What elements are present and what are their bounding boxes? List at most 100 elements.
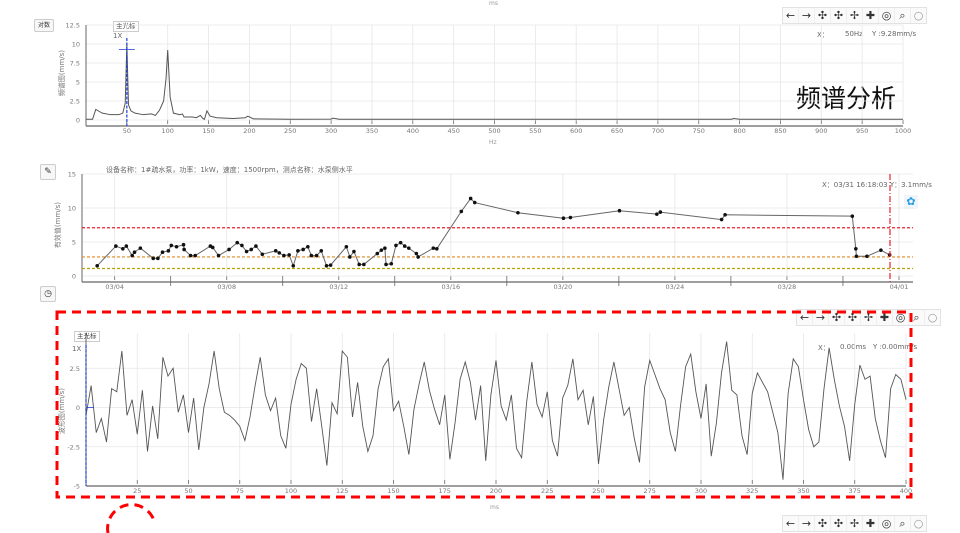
pan-all-button[interactable]: ✢: [861, 310, 877, 325]
trend-point: [260, 252, 265, 257]
x-tick-label: 300: [325, 127, 337, 135]
arrow-left-button[interactable]: ←: [783, 8, 799, 23]
spectrum-toolbar: ← → ✣ ✣ ✢ ✚ ◎ ⌕ ○: [782, 7, 927, 24]
x-tick-label: 03/16: [441, 283, 460, 291]
trend-point: [459, 209, 464, 214]
x-tick-label: 350: [797, 487, 809, 495]
arrow-right-icon: →: [801, 517, 812, 530]
trend-point: [287, 253, 291, 257]
x-tick-label: 125: [336, 487, 348, 495]
x-tick-label: 03/20: [553, 283, 572, 291]
trend-point: [414, 251, 419, 256]
history-button[interactable]: ◷: [40, 286, 56, 302]
zoom-select-button[interactable]: ⌕: [909, 310, 925, 325]
y-tick-label: -2.5: [67, 443, 80, 451]
edit-button[interactable]: ✎: [40, 164, 56, 180]
reset-button[interactable]: ◎: [879, 8, 895, 23]
trend-point: [309, 253, 314, 258]
arrow-left-button[interactable]: ←: [783, 516, 799, 531]
pan-vertical-button[interactable]: ✣: [815, 516, 831, 531]
arrow-right-button[interactable]: →: [799, 8, 815, 23]
trend-point: [160, 250, 165, 254]
spectrum-line: [86, 43, 903, 120]
x-tick-label: 375: [849, 487, 861, 495]
gear-icon: ✿: [906, 195, 916, 208]
x-tick-label: 700: [652, 127, 664, 135]
trend-point: [568, 215, 573, 220]
y-tick-label: 12.5: [66, 22, 80, 30]
trend-point: [472, 200, 477, 205]
trend-point: [306, 244, 310, 249]
x-tick-label: 850: [774, 127, 786, 135]
trend-point: [216, 253, 221, 258]
spectrum-cursor-marker: 1X: [113, 32, 123, 40]
pan-all-button[interactable]: ✢: [847, 8, 863, 23]
trend-point: [114, 244, 118, 248]
move-button[interactable]: ✚: [877, 310, 893, 325]
y-tick-label: 0: [76, 117, 80, 125]
x-tick-label: 950: [856, 127, 868, 135]
log-scale-button[interactable]: 对数: [34, 19, 54, 32]
trend-point: [254, 244, 258, 248]
trend-point: [277, 251, 282, 255]
arrow-right-button[interactable]: →: [799, 516, 815, 531]
trend-point: [617, 208, 622, 213]
x-tick-label: 900: [815, 127, 827, 135]
trend-settings-button[interactable]: ✿: [904, 195, 918, 209]
x-tick-label: 450: [447, 127, 459, 135]
zoom-select-button[interactable]: ⌕: [895, 516, 911, 531]
pan-vertical-button[interactable]: ✣: [815, 8, 831, 23]
waveform-toolbar: ← → ✣ ✣ ✢ ✚ ◎ ⌕ ○: [796, 309, 941, 326]
trend-point: [291, 264, 296, 268]
arrow-left-icon: ←: [799, 311, 810, 324]
x-tick-label: 650: [611, 127, 623, 135]
trend-point: [398, 240, 403, 245]
spectrum-cursor-label[interactable]: 主光标: [113, 21, 139, 32]
pan-horizontal-button[interactable]: ✣: [831, 8, 847, 23]
move-button[interactable]: ✚: [863, 516, 879, 531]
x-tick-label: 25: [133, 487, 141, 495]
settings-icon: ○: [927, 311, 938, 324]
trend-point: [296, 249, 300, 253]
waveform-cursor-label[interactable]: 主光标: [74, 331, 100, 342]
arrow-right-button[interactable]: →: [813, 310, 829, 325]
pan-vertical-button[interactable]: ✣: [829, 310, 845, 325]
x-tick-label: 03/28: [778, 283, 797, 291]
x-tick-label: 550: [529, 127, 541, 135]
trend-point: [865, 254, 869, 259]
x-tick-label: 250: [592, 487, 604, 495]
settings-button[interactable]: ○: [925, 310, 940, 325]
x-tick-label: 03/12: [329, 283, 348, 291]
trend-point: [328, 263, 333, 267]
pencil-icon: ✎: [44, 167, 52, 177]
x-tick-label: 150: [202, 127, 214, 135]
waveform-readout-y: Y :0.00mm/s: [873, 343, 918, 351]
settings-button[interactable]: ○: [911, 8, 926, 23]
arrow-left-button[interactable]: ←: [797, 310, 813, 325]
trend-point: [348, 255, 352, 259]
pan-all-button[interactable]: ✢: [847, 516, 863, 531]
x-tick-label: 03/24: [666, 283, 685, 291]
zoom-select-button[interactable]: ⌕: [895, 8, 911, 23]
settings-button[interactable]: ○: [911, 516, 926, 531]
arrow-right-icon: →: [815, 311, 826, 324]
reset-icon: ◎: [881, 517, 892, 530]
move-button[interactable]: ✚: [863, 8, 879, 23]
pan-horizontal-button[interactable]: ✣: [845, 310, 861, 325]
trend-point: [384, 262, 388, 267]
reset-button[interactable]: ◎: [879, 516, 895, 531]
reset-icon: ◎: [881, 9, 892, 22]
x-tick-label: 300: [695, 487, 707, 495]
pan-all-icon: ✢: [849, 517, 860, 530]
overlay-title: 频谱分析: [796, 84, 897, 113]
trend-point: [655, 212, 659, 216]
trend-point: [235, 240, 240, 245]
trend-point: [210, 245, 215, 250]
waveform-x-unit: ms: [490, 504, 499, 511]
pan-horizontal-button[interactable]: ✣: [831, 516, 847, 531]
trend-readout: X：03/31 16:18:03 Y：3.1mm/s: [822, 181, 932, 189]
x-tick-label: 75: [236, 487, 244, 495]
trend-point: [244, 249, 249, 254]
waveform-cursor-marker: 1X: [72, 345, 82, 353]
reset-button[interactable]: ◎: [893, 310, 909, 325]
